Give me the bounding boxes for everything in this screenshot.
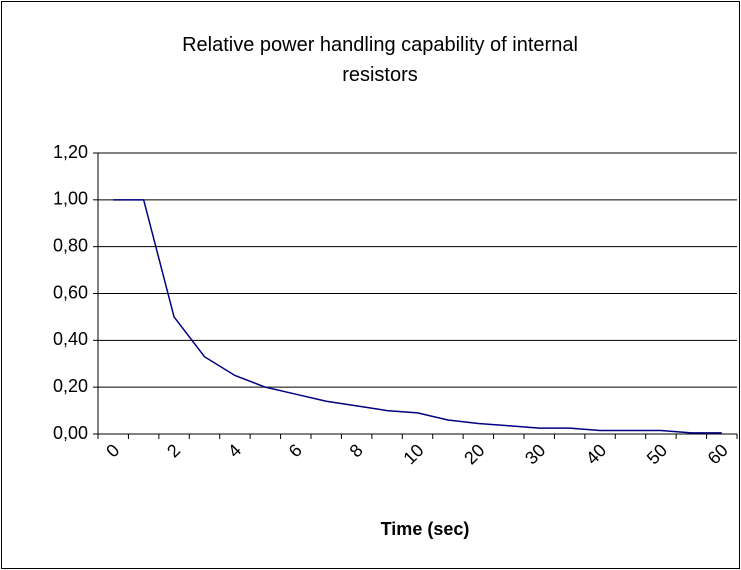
data-line [113, 199, 722, 434]
x-axis-label: Time (sec) [381, 519, 470, 539]
chart-title: Relative power handling capability of in… [182, 34, 578, 86]
y-tick-label: 1,20 [53, 142, 88, 162]
y-tick-label: 0,20 [53, 376, 88, 396]
y-tick-label: 0,40 [53, 329, 88, 349]
y-tick-label: 0,60 [53, 282, 88, 302]
y-tick-label: 0,00 [53, 423, 88, 443]
y-tick-label: 1,00 [53, 189, 88, 209]
y-tick-label: 0,80 [53, 235, 88, 255]
